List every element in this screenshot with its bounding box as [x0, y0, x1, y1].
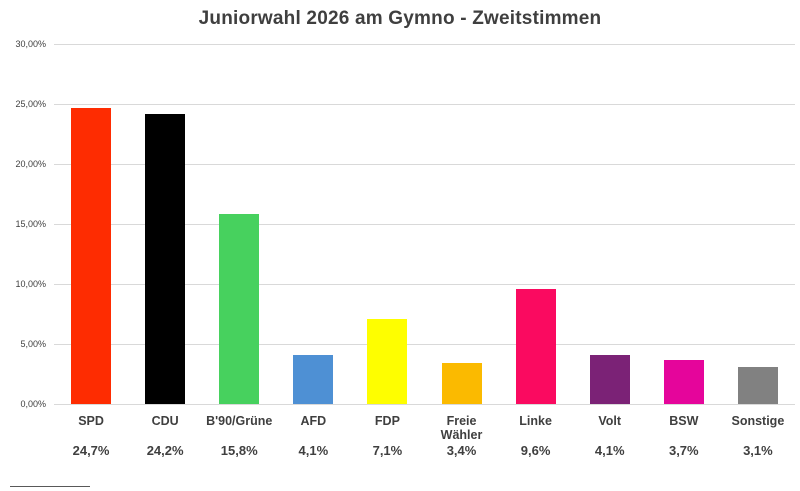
- bar-column: [276, 44, 350, 404]
- chart-title: Juniorwahl 2026 am Gymno - Zweitstimmen: [198, 8, 602, 29]
- value-label: 9,6%: [520, 443, 551, 458]
- bar-B'90/Grüne: [219, 214, 260, 404]
- value-label: 24,7%: [72, 443, 110, 458]
- category-label: Linke: [519, 414, 552, 428]
- gridline: [54, 344, 795, 345]
- bar-column: [647, 44, 721, 404]
- bar-column: [350, 44, 424, 404]
- x-axis-category-labels: SPD CDU B'90/Grüne AFD FDP Freie Wähler Linke V…: [54, 414, 795, 442]
- bar-column: [424, 44, 498, 404]
- category-label: FDP: [374, 414, 400, 428]
- bar-CDU: [145, 113, 186, 404]
- y-axis-tick-label: 20,00%: [15, 159, 46, 169]
- category-label: BSW: [669, 414, 699, 428]
- y-axis-tick-label: 5,00%: [20, 339, 46, 349]
- value-label: 4,1%: [298, 443, 329, 458]
- value-label: 15,8%: [220, 443, 258, 458]
- y-axis-tick-label: 25,00%: [15, 99, 46, 109]
- bar-BSW: [663, 359, 704, 404]
- category-label: SPD: [78, 414, 104, 428]
- value-label: 3,1%: [743, 443, 773, 458]
- bar-column: [721, 44, 795, 404]
- value-label: 4,1%: [594, 443, 625, 458]
- y-axis-tick-label: 15,00%: [15, 219, 46, 229]
- plot-area: 0,00% 5,00% 10,00% 15,00% 20,00% 25,00% 30,00%: [0, 39, 800, 409]
- bar-Freie Wähler: [441, 363, 482, 404]
- category-label: AFD: [300, 414, 327, 428]
- gridline: [54, 44, 795, 45]
- value-label: 3,4%: [446, 443, 477, 458]
- category-label: B'90/Grüne: [206, 414, 273, 428]
- category-label: Sonstige: [731, 414, 785, 428]
- y-axis-tick-label: 30,00%: [15, 39, 46, 49]
- value-label: 24,2%: [146, 443, 184, 458]
- bar-Volt: [589, 354, 630, 404]
- value-label: 3,7%: [668, 443, 699, 458]
- bars-container: [54, 44, 795, 404]
- bar-Sonstige: [737, 366, 778, 404]
- bar-column: [499, 44, 573, 404]
- category-label: Volt: [598, 414, 622, 428]
- gridline: [54, 104, 795, 105]
- bottom-left-divider-line: [10, 486, 90, 487]
- gridline: [54, 164, 795, 165]
- bar-FDP: [367, 318, 408, 404]
- gridline: [54, 224, 795, 225]
- gridline: [54, 284, 795, 285]
- bar-SPD: [71, 107, 112, 404]
- bar-AFD: [293, 354, 334, 404]
- bar-column: [54, 44, 128, 404]
- category-label: CDU: [151, 414, 179, 428]
- bar-Linke: [515, 288, 556, 404]
- gridline: [54, 404, 795, 405]
- bar-column: [202, 44, 276, 404]
- y-axis-tick-label: 10,00%: [15, 279, 46, 289]
- bar-column: [128, 44, 202, 404]
- y-axis-tick-label: 0,00%: [20, 399, 46, 409]
- category-label: Freie Wähler: [440, 414, 483, 442]
- bar-value-labels: 24,7% 24,2% 15,8% 4,1% 7,1% 3,4% 9,6% 4,1% 3,7% 3…: [54, 443, 795, 458]
- value-label: 7,1%: [372, 443, 403, 458]
- bar-column: [573, 44, 647, 404]
